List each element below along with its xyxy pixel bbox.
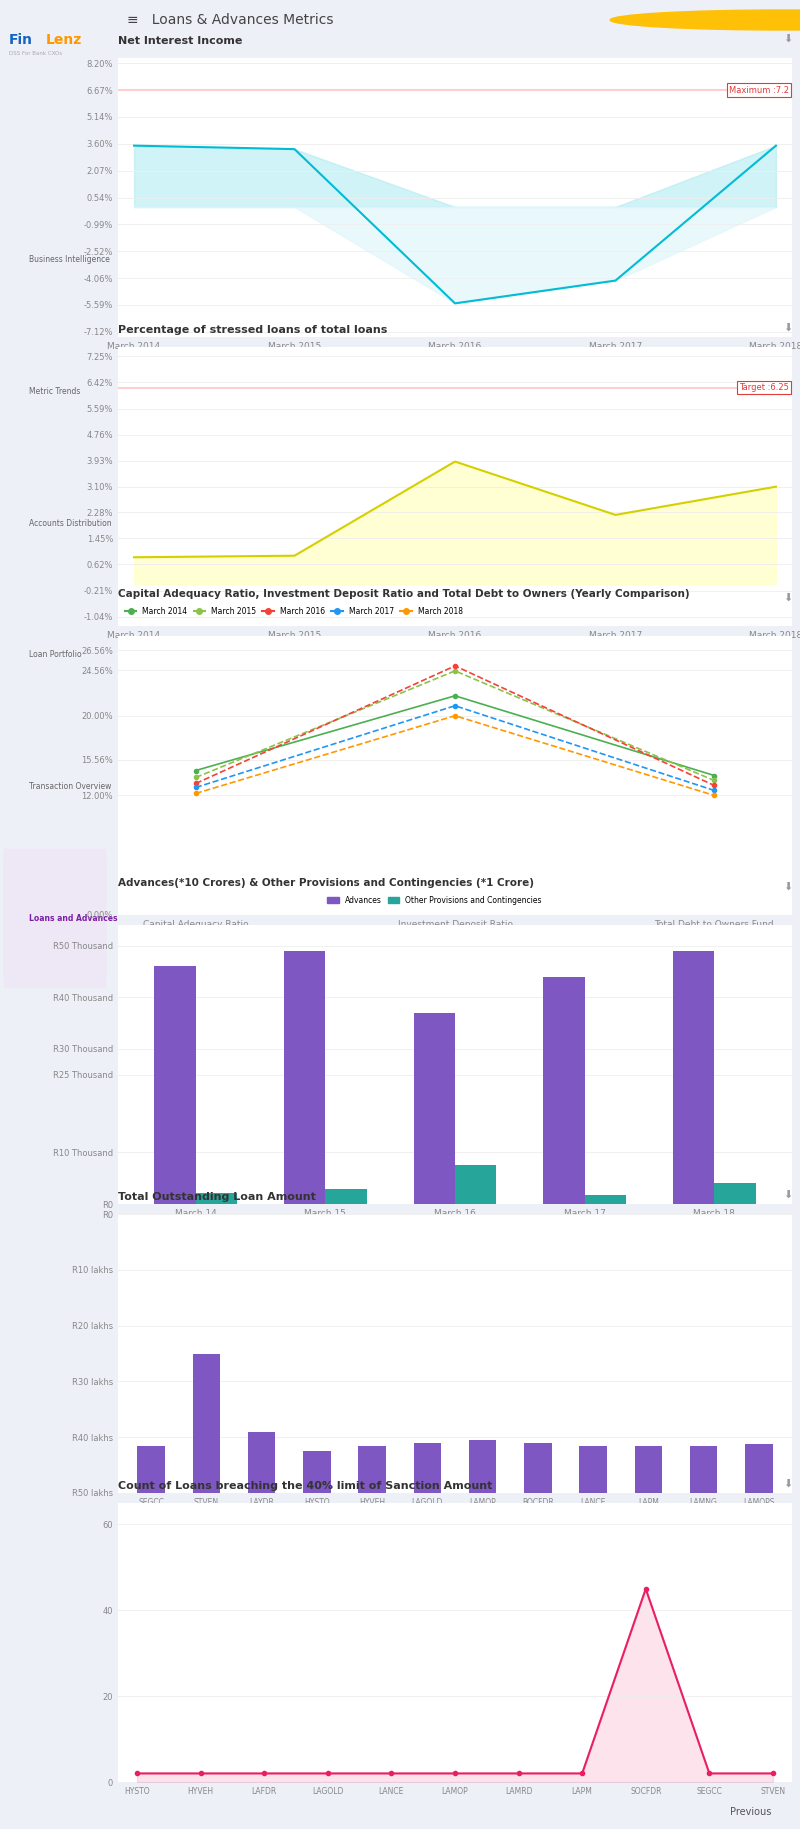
March 2016 [450, 655, 460, 677]
Bar [543, 977, 585, 1203]
Bar [138, 1445, 165, 1492]
Text: Total Outstanding Loan Amount: Total Outstanding Loan Amount [118, 1193, 316, 1202]
March 2018 [710, 785, 719, 807]
Text: ⬇: ⬇ [782, 35, 792, 44]
March 2015 [191, 766, 201, 788]
Bar [524, 1443, 552, 1492]
Text: Loans and Advances: Loans and Advances [29, 914, 117, 922]
Bar [414, 1013, 455, 1203]
Bar [585, 1194, 626, 1203]
Bar [284, 951, 326, 1203]
March 2017 [450, 695, 460, 717]
March 2014 [710, 765, 719, 786]
Text: ⬇: ⬇ [782, 882, 792, 891]
Text: ⬇: ⬇ [782, 593, 792, 602]
Bar [690, 1445, 718, 1492]
March 2016 [191, 772, 201, 794]
Text: Business Intelligence: Business Intelligence [29, 256, 110, 263]
Bar [303, 1450, 330, 1492]
March 2015 [450, 660, 460, 682]
Text: Loan Portfolio: Loan Portfolio [29, 651, 82, 658]
Text: ≡   Loans & Advances Metrics: ≡ Loans & Advances Metrics [127, 13, 334, 27]
Text: ⬇: ⬇ [782, 1480, 792, 1489]
FancyBboxPatch shape [3, 849, 106, 988]
Text: Lenz: Lenz [46, 33, 82, 48]
Text: Count of Loans breaching the 40% limit of Sanction Amount: Count of Loans breaching the 40% limit o… [118, 1481, 492, 1491]
Text: Maximum :7.2: Maximum :7.2 [729, 86, 789, 95]
Text: ⬇: ⬇ [782, 1191, 792, 1200]
Text: Previous: Previous [730, 1807, 772, 1816]
Text: DSS For Bank CXOs: DSS For Bank CXOs [9, 51, 62, 57]
March 2017 [191, 777, 201, 799]
Bar [326, 1189, 367, 1203]
Line: March 2015: March 2015 [194, 669, 716, 783]
Bar [714, 1183, 756, 1203]
March 2018 [450, 704, 460, 726]
Circle shape [610, 9, 800, 29]
Text: Fin: Fin [9, 33, 33, 48]
March 2015 [710, 770, 719, 792]
Bar [455, 1165, 497, 1203]
Bar [745, 1443, 773, 1492]
Bar [196, 1193, 238, 1203]
March 2014 [450, 684, 460, 706]
Text: Metric Trends: Metric Trends [29, 388, 80, 395]
March 2016 [710, 774, 719, 796]
Bar [673, 951, 714, 1203]
Text: Advances(*10 Crores) & Other Provisions and Contingencies (*1 Crore): Advances(*10 Crores) & Other Provisions … [118, 878, 534, 889]
Bar [634, 1445, 662, 1492]
Bar [358, 1445, 386, 1492]
March 2014 [191, 759, 201, 781]
Bar [248, 1432, 275, 1492]
Text: Transaction Overview: Transaction Overview [29, 783, 111, 790]
March 2018 [191, 783, 201, 805]
Line: March 2014: March 2014 [194, 693, 716, 777]
Text: Percentage of stressed loans of total loans: Percentage of stressed loans of total lo… [118, 326, 387, 335]
Bar [469, 1439, 497, 1492]
Bar [579, 1445, 607, 1492]
Text: ⬇: ⬇ [782, 324, 792, 333]
Text: Accounts Distribution: Accounts Distribution [29, 519, 111, 527]
Bar [193, 1353, 220, 1492]
Line: March 2018: March 2018 [194, 713, 716, 797]
Text: Capital Adequacy Ratio, Investment Deposit Ratio and Total Debt to Owners (Yearl: Capital Adequacy Ratio, Investment Depos… [118, 589, 690, 600]
Text: Target :6.25: Target :6.25 [739, 384, 789, 391]
Bar [414, 1443, 441, 1492]
Line: March 2016: March 2016 [194, 664, 716, 788]
March 2017 [710, 779, 719, 801]
Legend: March 2014, March 2015, March 2016, March 2017, March 2018: March 2014, March 2015, March 2016, Marc… [122, 604, 466, 618]
Text: Net Interest Income: Net Interest Income [118, 37, 242, 46]
Bar [154, 966, 196, 1203]
Line: March 2017: March 2017 [194, 704, 716, 792]
Legend: Advances, Other Provisions and Contingencies: Advances, Other Provisions and Contingen… [324, 893, 545, 907]
